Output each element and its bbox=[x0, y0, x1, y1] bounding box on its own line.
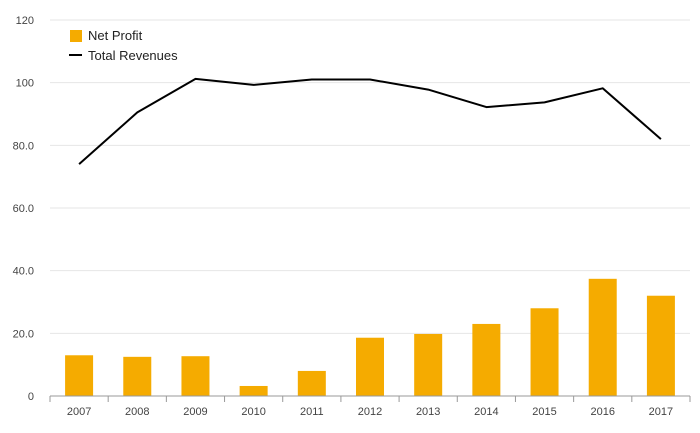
bar-net-profit bbox=[297, 370, 326, 396]
bar-net-profit bbox=[646, 295, 675, 396]
x-tick-label: 2010 bbox=[241, 406, 265, 418]
bar-net-profit bbox=[472, 323, 501, 396]
legend-label-net-profit: Net Profit bbox=[88, 28, 143, 43]
y-tick-label: 0 bbox=[28, 391, 34, 403]
y-tick-label: 100 bbox=[16, 78, 34, 90]
y-tick-label: 40.0 bbox=[13, 266, 34, 278]
x-tick-label: 2017 bbox=[649, 406, 673, 418]
legend-label-total-revenues: Total Revenues bbox=[88, 48, 178, 63]
y-axis-labels: 0 20.0 40.0 60.0 80.0 100 120 bbox=[13, 15, 34, 403]
y-tick-label: 60.0 bbox=[13, 203, 34, 215]
x-tick-label: 2015 bbox=[532, 406, 556, 418]
x-tick-label: 2008 bbox=[125, 406, 149, 418]
x-tick-label: 2013 bbox=[416, 406, 440, 418]
bar-net-profit bbox=[239, 385, 268, 396]
net-profit-bars bbox=[65, 278, 675, 396]
x-tick-label: 2014 bbox=[474, 406, 498, 418]
x-tick-label: 2012 bbox=[358, 406, 382, 418]
legend-item-net-profit[interactable]: Net Profit bbox=[70, 28, 143, 43]
total-revenues-line-group bbox=[78, 77, 662, 165]
legend-swatch-net-profit bbox=[70, 30, 82, 42]
y-tick-label: 80.0 bbox=[13, 140, 34, 152]
bar-net-profit bbox=[530, 308, 559, 396]
x-tick-label: 2011 bbox=[300, 406, 324, 418]
gridlines bbox=[50, 19, 690, 334]
y-tick-label: 20.0 bbox=[13, 328, 34, 340]
legend[interactable]: Net Profit Total Revenues bbox=[69, 28, 178, 63]
bar-net-profit bbox=[123, 356, 152, 396]
bar-net-profit bbox=[414, 333, 443, 396]
bar-net-profit bbox=[181, 356, 210, 396]
y-tick-label: 120 bbox=[16, 15, 34, 27]
total-revenues-line bbox=[78, 77, 662, 165]
x-axis-labels: 2007 2008 2009 2010 2011 2012 2013 2014 2015 2016… bbox=[67, 406, 673, 418]
x-axis-ticks bbox=[49, 396, 691, 402]
bar-net-profit bbox=[65, 355, 94, 396]
bar-net-profit bbox=[588, 278, 617, 396]
x-tick-label: 2007 bbox=[67, 406, 91, 418]
legend-item-total-revenues[interactable]: Total Revenues bbox=[69, 48, 178, 63]
x-tick-label: 2016 bbox=[590, 406, 614, 418]
bar-net-profit bbox=[356, 337, 384, 396]
x-tick-label: 2009 bbox=[183, 406, 207, 418]
